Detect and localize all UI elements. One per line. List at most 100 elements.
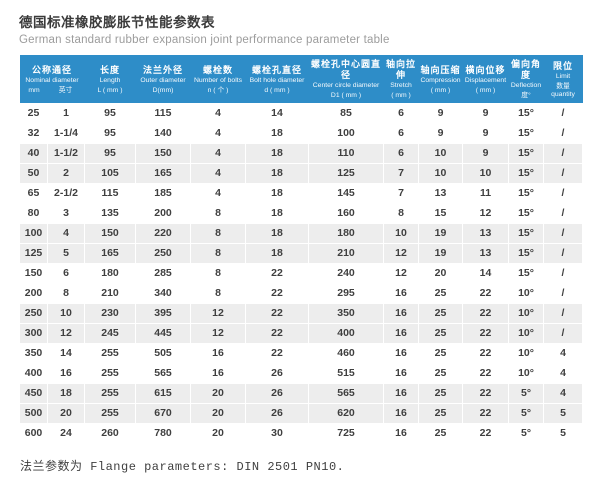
table-cell: /	[543, 143, 584, 164]
table-cell: 12	[46, 323, 86, 344]
column-header: 螺栓孔直径 Bolt hole diameter d ( mm )	[245, 55, 309, 104]
header-sub-label: mm	[28, 86, 40, 94]
header-sub-label: ( mm )	[391, 92, 411, 99]
column-header: 偏向角度 Deflection 度°	[508, 55, 544, 104]
table-cell: 255	[84, 403, 137, 424]
table-cell: 25	[418, 403, 464, 424]
table-cell: 165	[84, 243, 137, 264]
table-body: 25 1 95 115 4 14 85 6 9 9 15°/32 1-1/4 95 140 4 18 100 6 9…	[19, 103, 584, 444]
table-cell: 3	[46, 203, 86, 224]
table-cell: 260	[84, 423, 137, 444]
table-cell: 7	[383, 163, 420, 184]
table-cell: 9	[462, 103, 510, 124]
table-cell: 40	[19, 143, 48, 164]
table-cell: 10°	[508, 283, 545, 304]
table-cell: 95	[84, 103, 137, 124]
table-cell: 13	[462, 243, 510, 264]
table-cell: 15°	[508, 263, 545, 284]
table-cell: 18	[46, 383, 86, 404]
table-cell: 565	[308, 383, 385, 404]
table-row: 150 6 180 285 8 22 240 12 20 14 15° /	[19, 263, 584, 284]
header-sub-label: n ( 个 )	[207, 86, 229, 94]
table-cell: 32	[19, 123, 48, 144]
table-cell: 15°	[508, 103, 545, 124]
header-zh-label: 限位	[553, 60, 574, 71]
table-cell: 600	[19, 423, 48, 444]
table-cell: 22	[462, 403, 510, 424]
table-cell: 8	[383, 203, 420, 224]
table-cell: 12	[190, 303, 247, 324]
header-sub-label: 度°	[521, 92, 531, 99]
header-en-label: Number of bolts	[194, 76, 242, 84]
header-sub-label: ( mm )	[475, 86, 496, 94]
table-cell: 18	[245, 243, 310, 264]
table-row: 80 3 135 200 8 18 160 8 15 12 15° /	[19, 203, 584, 224]
header-zh-label: 螺栓数	[203, 64, 234, 75]
table-cell: 125	[19, 243, 48, 264]
table-cell: 180	[84, 263, 137, 284]
table-cell: 295	[308, 283, 385, 304]
footnote: 法兰参数为 Flange parameters: DIN 2501 PN10.	[20, 460, 345, 474]
table-cell: 2-1/2	[46, 183, 86, 204]
table-cell: /	[543, 323, 584, 344]
table-cell: 14	[462, 263, 510, 284]
table-cell: 14	[46, 343, 86, 364]
table-cell: 4	[190, 183, 247, 204]
table-cell: 350	[308, 303, 385, 324]
table-cell: 18	[245, 143, 310, 164]
table-cell: 15°	[508, 183, 545, 204]
table-cell: 4	[190, 163, 247, 184]
table-cell: 505	[135, 343, 192, 364]
table-cell: 450	[19, 383, 48, 404]
table-cell: /	[543, 103, 584, 124]
table-cell: 100	[19, 223, 48, 244]
page-subtitle: German standard rubber expansion joint p…	[19, 34, 390, 46]
table-cell: 780	[135, 423, 192, 444]
header-zh-label: 横向位移	[465, 64, 506, 75]
header-en-label: Nominal diameter	[25, 76, 79, 84]
table-cell: 15°	[508, 143, 545, 164]
table-cell: 725	[308, 423, 385, 444]
header-en-label: Compression	[420, 76, 461, 84]
table-cell: 22	[245, 303, 310, 324]
table-cell: 10°	[508, 323, 545, 344]
column-header: 螺栓孔中心圆直径 Center circle diameter D1 ( mm )	[308, 55, 384, 104]
table-cell: 165	[135, 163, 192, 184]
header-zh-label: 轴向压缩	[420, 64, 461, 75]
table-cell: 180	[308, 223, 385, 244]
table-row: 350 14 255 505 16 22 460 16 25 22 10° 4	[19, 343, 584, 364]
table-cell: 245	[84, 323, 137, 344]
table-cell: 25	[418, 343, 464, 364]
table-cell: 19	[418, 223, 464, 244]
table-cell: 16	[383, 303, 420, 324]
header-sub-label: d ( mm )	[264, 86, 290, 94]
table-cell: 250	[19, 303, 48, 324]
table-row: 500 20 255 670 20 26 620 16 25 22 5° 5	[19, 403, 584, 424]
table-cell: 80	[19, 203, 48, 224]
table-cell: /	[543, 223, 584, 244]
table-row: 400 16 255 565 16 26 515 16 25 22 10° 4	[19, 363, 584, 384]
table-cell: 7	[383, 183, 420, 204]
table-cell: 15	[418, 203, 464, 224]
table-cell: /	[543, 303, 584, 324]
table-cell: 255	[84, 343, 137, 364]
table-cell: 22	[462, 423, 510, 444]
table-cell: 25	[418, 383, 464, 404]
table-cell: 18	[245, 223, 310, 244]
table-row: 250 10 230 395 12 22 350 16 25 22 10° /	[19, 303, 584, 324]
table-cell: 4	[46, 223, 86, 244]
header-en-label: Limit	[555, 72, 571, 80]
table-cell: 22	[462, 363, 510, 384]
table-cell: 150	[84, 223, 137, 244]
table-cell: 26	[245, 363, 310, 384]
header-en-label: Center circle diameter	[312, 82, 380, 89]
table-cell: 22	[462, 283, 510, 304]
table-cell: 2	[46, 163, 86, 184]
table-cell: 135	[84, 203, 137, 224]
table-cell: 16	[383, 343, 420, 364]
table-cell: 30	[245, 423, 310, 444]
table-cell: 445	[135, 323, 192, 344]
table-cell: 19	[418, 243, 464, 264]
table-cell: 9	[462, 123, 510, 144]
